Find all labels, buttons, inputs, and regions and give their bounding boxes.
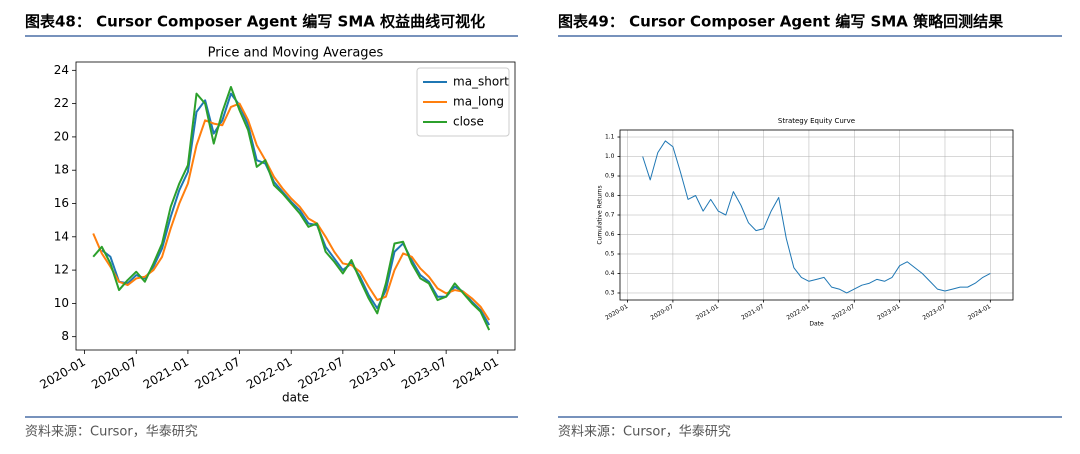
y-axis-label: Cumulative Returns: [597, 185, 604, 244]
legend-label: close: [453, 115, 484, 129]
x-tick-label: 2022-01: [785, 303, 810, 322]
series-line: [101, 92, 491, 326]
y-tick-label: 1.1: [605, 134, 615, 141]
y-tick-label: 12: [54, 263, 69, 277]
x-tick-label: 2023-07: [922, 303, 947, 322]
y-tick-label: 0.6: [605, 231, 615, 238]
y-tick-label: 1.0: [605, 153, 615, 160]
x-tick-label: 2020-01: [37, 355, 87, 392]
y-tick-label: 0.4: [605, 270, 615, 277]
x-tick-label: 2023-07: [399, 355, 449, 392]
y-tick-label: 24: [54, 63, 69, 77]
y-tick-label: 8: [61, 329, 69, 343]
legend-frame: [416, 67, 510, 137]
x-tick-label: 2022-01: [244, 355, 294, 392]
x-tick-label: 2022-07: [831, 303, 856, 322]
figure-header: 图表49： Cursor Composer Agent 编写 SMA 策略回测结…: [558, 13, 1004, 31]
x-tick-label: 2023-01: [347, 355, 397, 392]
chart-title: Price and Moving Averages: [208, 46, 384, 61]
y-tick-label: 18: [54, 163, 69, 177]
legend-label: ma_long: [453, 95, 504, 109]
y-tick-label: 0.7: [605, 212, 615, 219]
x-tick-label: 2021-01: [695, 303, 720, 322]
y-tick-label: 0.3: [605, 289, 615, 296]
source-note: 资料来源：Cursor，华泰研究: [25, 425, 198, 440]
series-line: [92, 102, 491, 321]
plot-frame: [75, 61, 516, 351]
series-line: [92, 85, 491, 331]
x-tick-label: 2022-07: [296, 355, 346, 392]
y-tick-label: 16: [54, 196, 69, 210]
y-tick-label: 20: [54, 129, 69, 143]
series-line: [642, 140, 991, 294]
x-tick-label: 2024-01: [451, 355, 501, 392]
y-tick-label: 0.8: [605, 192, 615, 199]
x-tick-label: 2024-01: [967, 303, 992, 322]
y-tick-label: 0.5: [605, 250, 615, 257]
x-tick-label: 2023-01: [876, 303, 901, 322]
figure-header: 图表48： Cursor Composer Agent 编写 SMA 权益曲线可…: [25, 13, 485, 31]
y-tick-label: 14: [54, 229, 69, 243]
source-note: 资料来源：Cursor，华泰研究: [558, 425, 731, 440]
x-axis-label: date: [282, 391, 309, 405]
y-tick-label: 10: [54, 296, 69, 310]
y-tick-label: 0.9: [605, 173, 615, 180]
x-tick-label: 2021-01: [141, 355, 191, 392]
x-tick-label: 2021-07: [740, 303, 765, 322]
x-tick-label: 2020-07: [649, 303, 674, 322]
x-tick-label: 2021-07: [192, 355, 242, 392]
x-axis-label: Date: [809, 321, 824, 328]
x-tick-label: 2020-07: [89, 355, 139, 392]
chart-title: Strategy Equity Curve: [778, 117, 855, 125]
legend-label: ma_short: [453, 75, 509, 89]
plot-frame: [619, 129, 1014, 301]
x-tick-label: 2020-01: [604, 303, 629, 322]
y-tick-label: 22: [54, 96, 69, 110]
